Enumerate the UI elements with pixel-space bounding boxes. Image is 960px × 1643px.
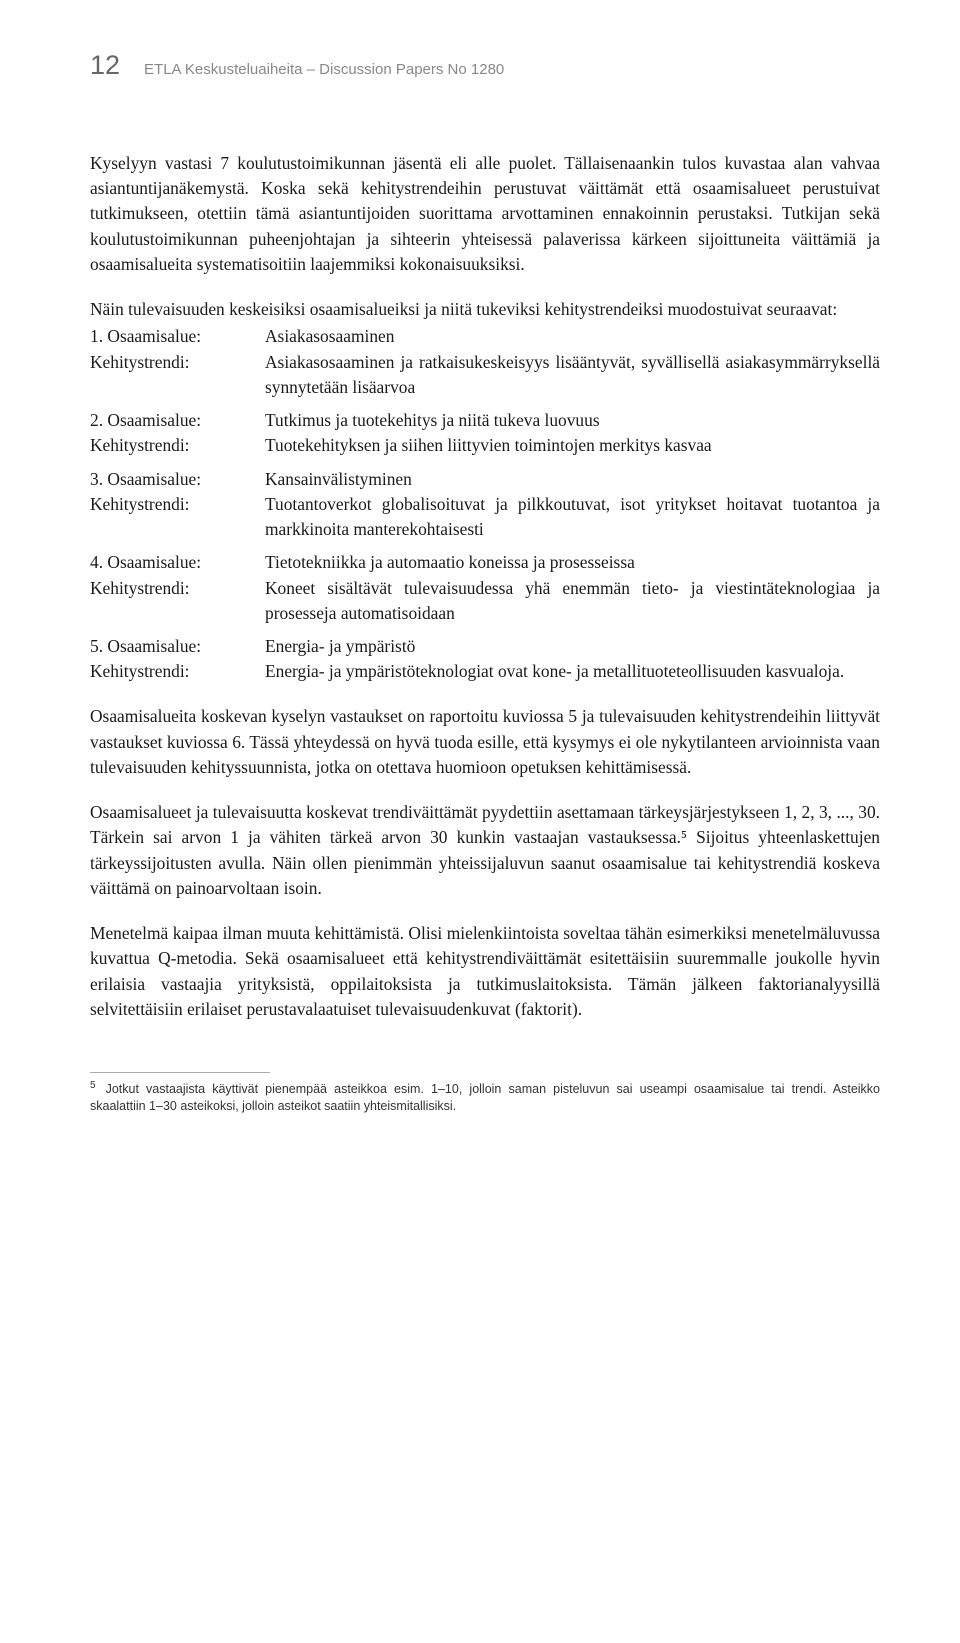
item-trend-text: Koneet sisältävät tulevaisuudessa yhä en…	[265, 576, 880, 626]
item-trend-label: Kehitystrendi:	[90, 659, 265, 684]
item-trend-text: Tuotantoverkot globalisoituvat ja pilkko…	[265, 492, 880, 542]
paragraph-5: Menetelmä kaipaa ilman muuta kehittämist…	[90, 921, 880, 1022]
footnote-rule	[90, 1072, 270, 1073]
item-label: 3. Osaamisalue:	[90, 467, 265, 492]
document-page: 12 ETLA Keskusteluaiheita – Discussion P…	[0, 0, 960, 1155]
item-osa-text: Energia- ja ympäristö	[265, 634, 880, 659]
item-trend-label: Kehitystrendi:	[90, 350, 265, 400]
list-item: 4. Osaamisalue: Tietotekniikka ja automa…	[90, 550, 880, 626]
item-label: 1. Osaamisalue:	[90, 324, 265, 349]
item-osa-text: Kansainvälistyminen	[265, 467, 880, 492]
item-trend-text: Asiakasosaaminen ja ratkaisukeskeisyys l…	[265, 350, 880, 400]
list-item: 2. Osaamisalue: Tutkimus ja tuotekehitys…	[90, 408, 880, 458]
item-trend-label: Kehitystrendi:	[90, 492, 265, 542]
osaamisalue-list: 1. Osaamisalue: Asiakasosaaminen Kehitys…	[90, 324, 880, 684]
item-label: 2. Osaamisalue:	[90, 408, 265, 433]
item-trend-label: Kehitystrendi:	[90, 433, 265, 458]
paragraph-4: Osaamisalueet ja tulevaisuutta koskevat …	[90, 800, 880, 901]
footnote-text: Jotkut vastaajista käyttivät pienempää a…	[90, 1082, 880, 1113]
list-intro: Näin tulevaisuuden keskeisiksi osaamisal…	[90, 297, 880, 322]
item-osa-text: Tutkimus ja tuotekehitys ja niitä tukeva…	[265, 408, 880, 433]
item-osa-text: Asiakasosaaminen	[265, 324, 880, 349]
page-number: 12	[90, 50, 120, 81]
item-label: 4. Osaamisalue:	[90, 550, 265, 575]
footnote-number: 5	[90, 1080, 96, 1091]
list-item: 3. Osaamisalue: Kansainvälistyminen Kehi…	[90, 467, 880, 543]
item-osa-text: Tietotekniikka ja automaatio koneissa ja…	[265, 550, 880, 575]
paragraph-3: Osaamisalueita koskevan kyselyn vastauks…	[90, 704, 880, 780]
item-trend-text: Tuotekehityksen ja siihen liittyvien toi…	[265, 433, 880, 458]
header-title: ETLA Keskusteluaiheita – Discussion Pape…	[144, 61, 504, 78]
item-label: 5. Osaamisalue:	[90, 634, 265, 659]
page-header: 12 ETLA Keskusteluaiheita – Discussion P…	[90, 50, 880, 81]
list-item: 1. Osaamisalue: Asiakasosaaminen Kehitys…	[90, 324, 880, 400]
footnote: 5Jotkut vastaajista käyttivät pienempää …	[90, 1079, 880, 1115]
item-trend-label: Kehitystrendi:	[90, 576, 265, 626]
paragraph-1: Kyselyyn vastasi 7 koulutustoimikunnan j…	[90, 151, 880, 277]
list-item: 5. Osaamisalue: Energia- ja ympäristö Ke…	[90, 634, 880, 684]
item-trend-text: Energia- ja ympäristöteknologiat ovat ko…	[265, 659, 880, 684]
